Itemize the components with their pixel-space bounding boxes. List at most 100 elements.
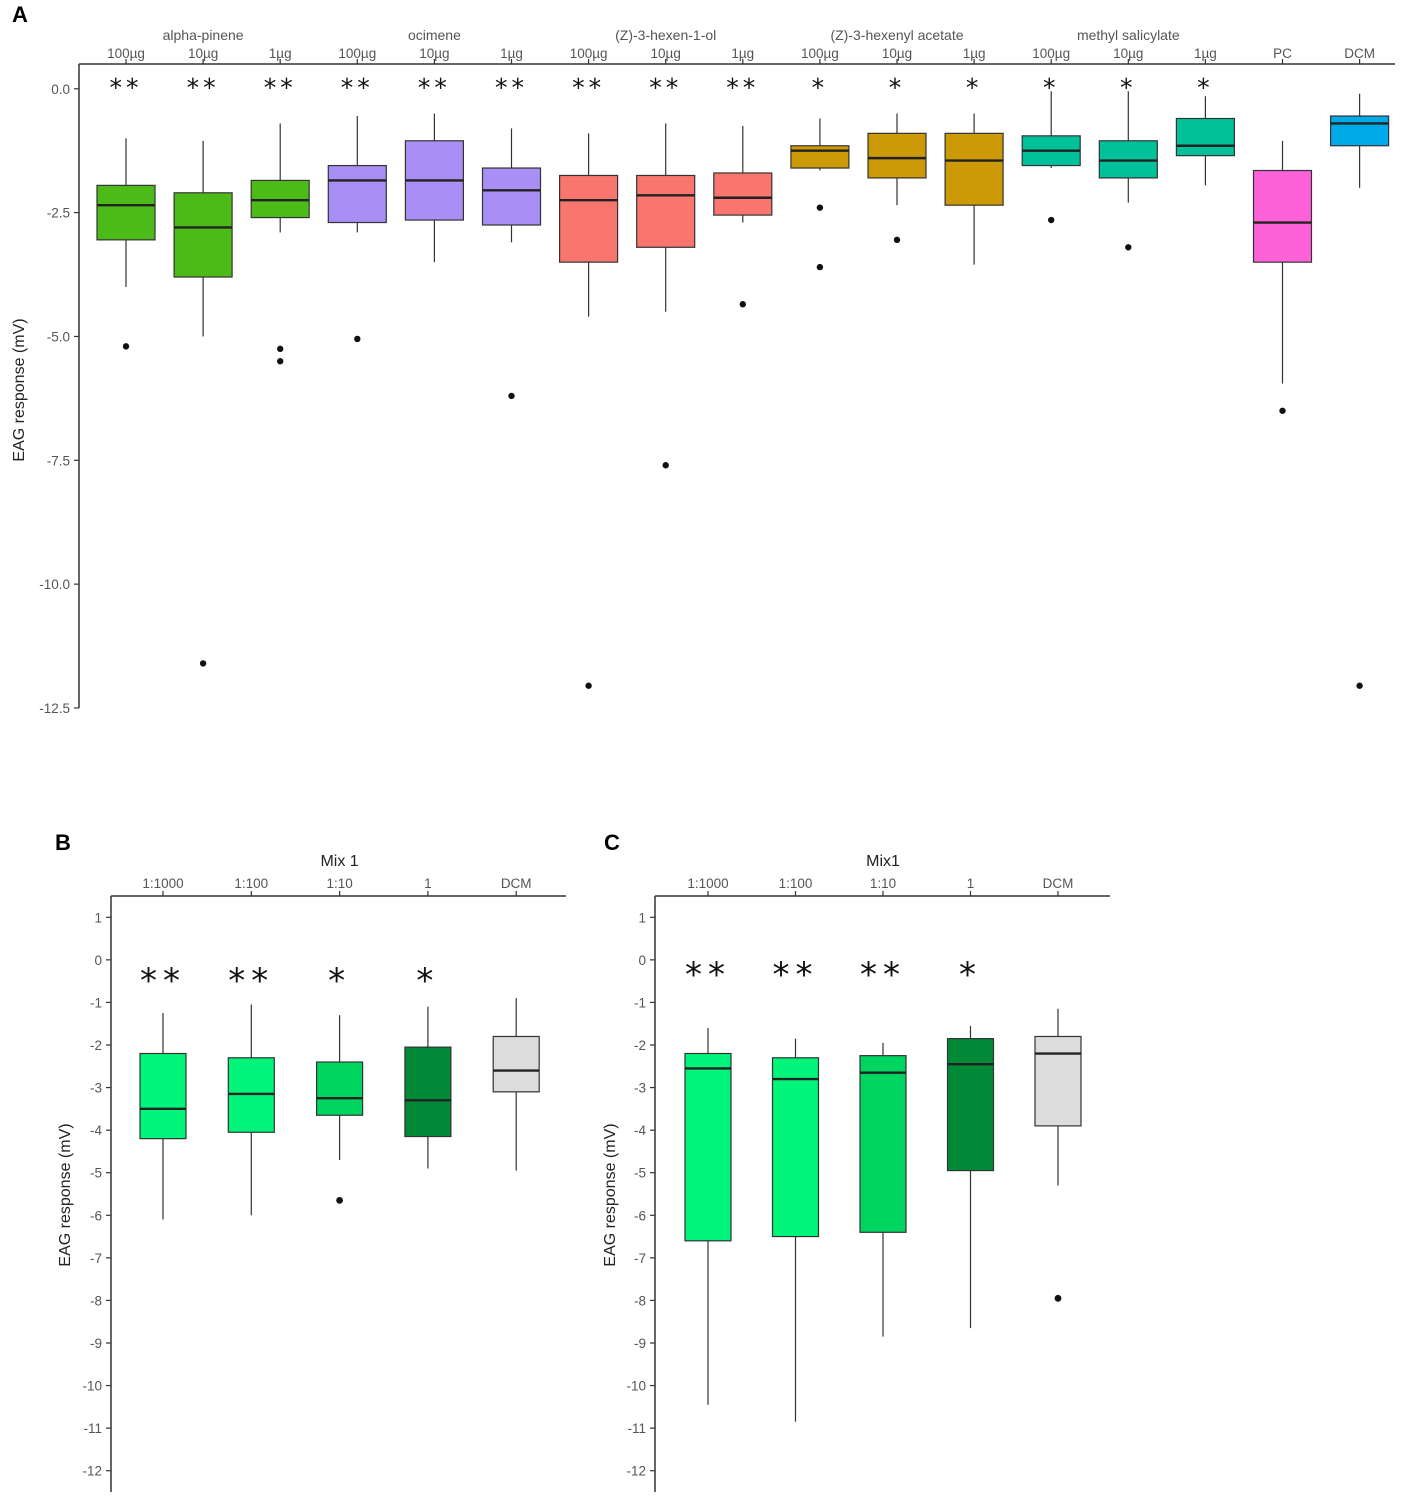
y-tick-label: -4	[634, 1123, 646, 1138]
box-plot-4: DCM	[1034, 876, 1082, 1302]
box-plot-8: 1µg **	[713, 46, 773, 308]
y-tick-label: -7	[634, 1251, 646, 1266]
outlier-point	[739, 301, 746, 308]
y-tick-label: -3	[634, 1081, 646, 1096]
iqr-box	[790, 145, 850, 169]
category-label: 10µg	[188, 46, 218, 61]
category-label: 100µg	[338, 46, 376, 61]
y-tick-label: -9	[634, 1336, 646, 1351]
category-label: 1:1000	[142, 876, 183, 891]
box-plot-16: DCM	[1329, 46, 1390, 689]
box-plot-9: 100µg *	[790, 46, 850, 271]
y-tick-label: 0	[94, 953, 102, 968]
y-tick-label: -8	[634, 1293, 646, 1308]
outlier-point	[354, 335, 361, 343]
outlier-point	[1356, 682, 1363, 689]
y-tick-label: -8	[90, 1293, 102, 1308]
category-label: 1:100	[779, 876, 813, 891]
y-tick-label: -2.5	[47, 206, 70, 221]
box-plot-1: 1:100 **	[771, 876, 820, 1422]
y-tick-label: -6	[634, 1208, 646, 1223]
box-plot-2: 1:10 *	[316, 876, 364, 1204]
significance-stars: *	[328, 961, 351, 1001]
significance-stars: **	[495, 73, 528, 102]
category-label: 1:10	[326, 876, 352, 891]
significance-stars: *	[812, 73, 829, 102]
significance-stars: **	[649, 73, 682, 102]
box-plot-12: 100µg *	[1021, 46, 1081, 224]
y-tick-label: -12	[82, 1464, 102, 1479]
iqr-box	[1175, 117, 1236, 157]
outlier-point	[1054, 1294, 1062, 1302]
box-plot-1: 1:100 **	[227, 876, 275, 1216]
category-label: 1µg	[1194, 46, 1217, 61]
iqr-box	[771, 1057, 820, 1238]
outlier-point	[893, 236, 901, 244]
significance-stars: **	[685, 955, 731, 995]
category-label: 1	[424, 876, 432, 891]
iqr-box	[96, 184, 156, 241]
category-label: 100µg	[1032, 46, 1070, 61]
iqr-box	[404, 1046, 452, 1138]
significance-stars: **	[187, 73, 220, 102]
box-plot-0: 1:1000 **	[684, 876, 732, 1405]
y-tick-label: -7	[90, 1251, 102, 1266]
significance-stars: *	[1043, 73, 1060, 102]
category-label: 1µg	[269, 46, 292, 61]
significance-stars: *	[959, 955, 982, 995]
y-tick-label: -2	[90, 1038, 102, 1053]
outlier-point	[585, 682, 592, 689]
box-plot-7: 10µg **	[636, 46, 696, 469]
y-tick-label: -10.0	[39, 577, 70, 592]
outlier-point	[1279, 407, 1286, 414]
category-label: 1:100	[234, 876, 268, 891]
box-plot-13: 10µg *	[1098, 46, 1158, 251]
iqr-box	[327, 164, 387, 224]
group-label: ocimene	[408, 27, 461, 43]
category-label: 100µg	[570, 46, 608, 61]
significance-stars: **	[140, 961, 186, 1001]
box-plot-2: 1µg **	[250, 46, 310, 365]
group-label: (Z)-3-hexenyl acetate	[830, 27, 963, 43]
y-tick-label: -6	[90, 1208, 102, 1223]
category-label: 10µg	[882, 46, 912, 61]
outlier-point	[816, 263, 824, 271]
outlier-point	[199, 660, 207, 667]
category-label: DCM	[1043, 876, 1074, 891]
significance-stars: **	[264, 73, 297, 102]
y-tick-label: -1	[90, 995, 102, 1010]
y-tick-label: -9	[90, 1336, 102, 1351]
box-plot-5: 1µg **	[481, 46, 542, 400]
iqr-box	[867, 132, 927, 179]
panel-letter-b: B	[55, 830, 71, 855]
significance-stars: *	[889, 73, 906, 102]
significance-stars: **	[110, 73, 143, 102]
category-label: DCM	[501, 876, 532, 891]
significance-stars: *	[1197, 73, 1214, 102]
panel-b-chart: 1 0 -1 -2 -3 -4 -5 -6 -7 -8 -9 -10 -11 -12 EAG respons…	[57, 853, 566, 1492]
y-tick-label: -10	[626, 1379, 646, 1394]
category-label: 1µg	[963, 46, 986, 61]
iqr-box	[1329, 115, 1390, 147]
y-axis-label: EAG response (mV)	[11, 318, 28, 461]
iqr-box	[636, 174, 696, 248]
y-tick-label: -1	[634, 995, 646, 1010]
panel-letter-a: A	[12, 2, 28, 27]
iqr-box	[859, 1055, 907, 1233]
iqr-box	[713, 172, 773, 216]
box-plot-14: 1µg *	[1175, 46, 1236, 186]
y-tick-label: -11	[627, 1421, 646, 1436]
group-label: methyl salicylate	[1077, 27, 1180, 43]
panel-a-chart: 0.0 -2.5 -5.0 -7.5 -10.0 -12.5 EAG response (m…	[11, 27, 1395, 716]
iqr-box	[1034, 1035, 1082, 1127]
significance-stars: **	[572, 73, 605, 102]
y-tick-label: 0.0	[51, 82, 70, 97]
box-plot-3: 1*	[404, 876, 452, 1169]
outlier-point	[277, 345, 284, 353]
iqr-box	[139, 1052, 187, 1140]
iqr-box	[250, 179, 310, 219]
outlier-point	[277, 358, 284, 365]
box-plot-3: 1*	[946, 876, 995, 1329]
iqr-box	[1098, 140, 1158, 179]
